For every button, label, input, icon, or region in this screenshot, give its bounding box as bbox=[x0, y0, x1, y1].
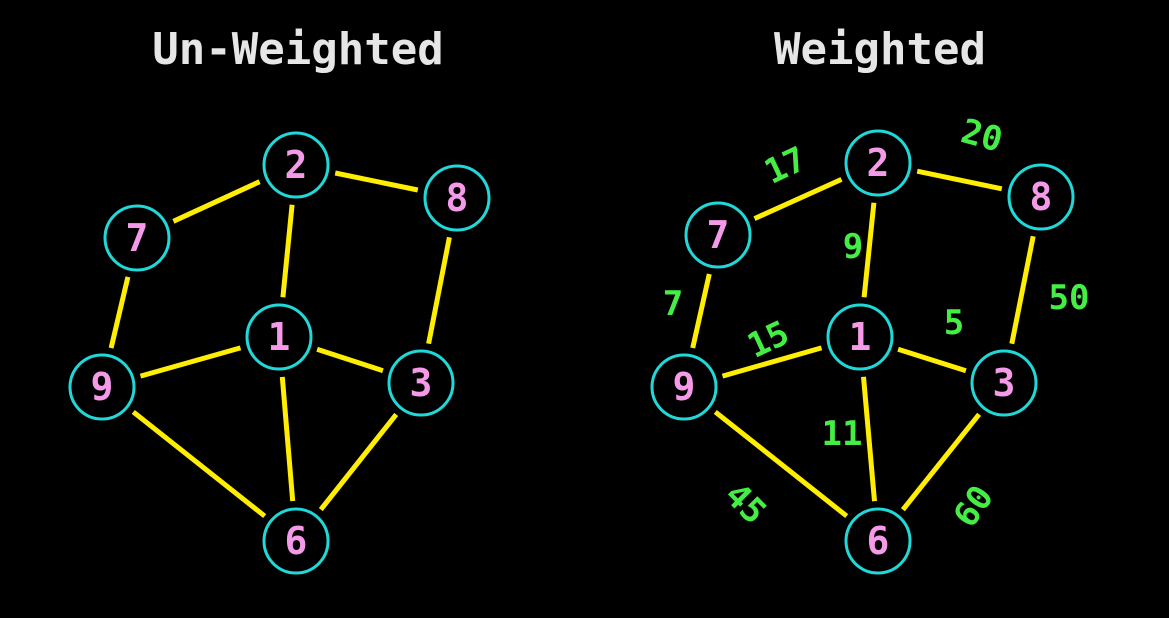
weighted-node-2: 2 bbox=[844, 129, 912, 197]
weighted-title: Weighted bbox=[774, 24, 986, 75]
weight-label-7-9: 7 bbox=[663, 284, 683, 324]
weighted-edge-weights: 17 20 9 7 50 15 5 11 45 60 bbox=[663, 111, 1090, 534]
weighted-edge-7-2 bbox=[753, 177, 843, 221]
unweighted-title: Un-Weighted bbox=[152, 24, 443, 75]
weighted-node-3: 3 bbox=[970, 349, 1038, 417]
unweighted-node-6: 6 bbox=[262, 507, 330, 575]
weighted-node-9: 9 bbox=[650, 353, 718, 421]
weighted-node-7-label: 7 bbox=[707, 213, 730, 257]
weighted-nodes: 1 2 3 6 7 8 9 bbox=[650, 129, 1075, 575]
unweighted-edge-3-6 bbox=[318, 412, 399, 512]
weighted-node-9-label: 9 bbox=[673, 365, 696, 409]
unweighted-nodes: 1 2 3 6 7 8 9 bbox=[68, 131, 491, 575]
weight-label-1-6: 11 bbox=[822, 414, 863, 454]
weighted-edge-3-6 bbox=[900, 412, 982, 512]
weighted-node-6-label: 6 bbox=[867, 519, 890, 563]
weighted-edges bbox=[690, 168, 1036, 519]
weighted-edge-9-6 bbox=[713, 409, 849, 519]
weighted-edge-2-8 bbox=[916, 168, 1003, 192]
weighted-node-3-label: 3 bbox=[993, 361, 1016, 405]
unweighted-node-7: 7 bbox=[103, 204, 171, 272]
unweighted-edge-7-2 bbox=[172, 179, 261, 224]
weighted-edge-1-6 bbox=[861, 376, 877, 502]
unweighted-node-7-label: 7 bbox=[126, 216, 149, 260]
unweighted-node-2-label: 2 bbox=[285, 143, 308, 187]
weighted-edge-8-3 bbox=[1009, 235, 1036, 345]
unweighted-node-1-label: 1 bbox=[268, 315, 291, 359]
weighted-node-1-label: 1 bbox=[849, 315, 872, 359]
unweighted-edge-1-3 bbox=[316, 346, 384, 374]
unweighted-edge-2-8 bbox=[334, 170, 419, 193]
unweighted-edge-1-6 bbox=[279, 376, 296, 502]
weighted-graph: Weighted 17 20 9 7 50 15 5 11 45 60 1 bbox=[650, 24, 1090, 575]
unweighted-node-3: 3 bbox=[387, 349, 455, 417]
weighted-node-7: 7 bbox=[684, 201, 752, 269]
weighted-node-2-label: 2 bbox=[867, 141, 890, 185]
unweighted-graph: Un-Weighted 1 2 3 6 7 8 9 bbox=[68, 24, 491, 575]
weight-label-8-3: 50 bbox=[1049, 278, 1090, 318]
weighted-edge-1-3 bbox=[897, 346, 967, 374]
unweighted-edge-2-1 bbox=[280, 204, 295, 298]
weighted-edge-7-9 bbox=[690, 273, 712, 349]
unweighted-node-9-label: 9 bbox=[91, 365, 114, 409]
unweighted-node-2: 2 bbox=[262, 131, 330, 199]
unweighted-edge-7-9 bbox=[108, 276, 131, 349]
weighted-node-8-label: 8 bbox=[1030, 175, 1053, 219]
unweighted-edges bbox=[108, 170, 452, 519]
unweighted-node-8: 8 bbox=[423, 164, 491, 232]
unweighted-node-3-label: 3 bbox=[410, 361, 433, 405]
unweighted-edge-9-1 bbox=[139, 345, 242, 379]
weighted-node-6: 6 bbox=[844, 507, 912, 575]
weighted-edge-2-1 bbox=[861, 202, 877, 298]
unweighted-edge-8-3 bbox=[426, 236, 452, 345]
unweighted-node-6-label: 6 bbox=[285, 519, 308, 563]
unweighted-node-1: 1 bbox=[245, 303, 313, 371]
weight-label-2-1: 9 bbox=[843, 227, 863, 267]
weighted-node-8: 8 bbox=[1007, 163, 1075, 231]
unweighted-node-9: 9 bbox=[68, 353, 136, 421]
weighted-edge-9-1 bbox=[721, 345, 823, 379]
unweighted-edge-9-6 bbox=[131, 409, 267, 519]
weighted-node-1: 1 bbox=[826, 303, 894, 371]
weight-label-1-3: 5 bbox=[944, 303, 964, 343]
unweighted-node-8-label: 8 bbox=[446, 176, 469, 220]
